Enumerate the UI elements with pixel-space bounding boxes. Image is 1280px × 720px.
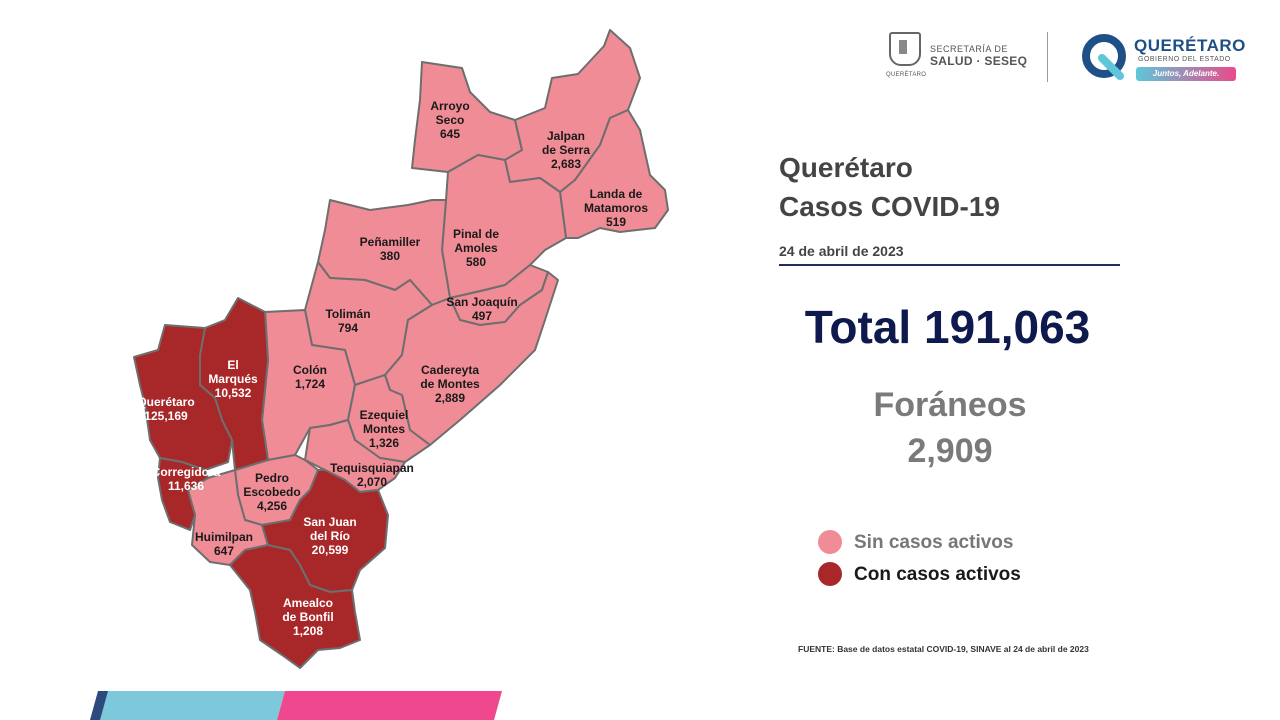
q-logo-icon bbox=[1082, 34, 1126, 80]
municipality-cases: 10,532 bbox=[215, 386, 252, 400]
municipality-label: Tequisquiapan 2,070 bbox=[330, 461, 414, 489]
municipality-label: Colón 1,724 bbox=[293, 363, 327, 391]
secretaria-salud-logo: QUERÉTARO SECRETARÍA DE SALUD · SESEQ bbox=[886, 32, 1038, 84]
legend-label-sin: Sin casos activos bbox=[854, 532, 1014, 553]
secretaria-line2: SALUD · SESEQ bbox=[930, 54, 1028, 68]
municipality-name: El bbox=[227, 358, 238, 372]
municipality-cases: 1,724 bbox=[295, 377, 325, 391]
municipality-landa-de-matamoros[interactable] bbox=[559, 109, 669, 239]
municipality-name: Landa de bbox=[590, 187, 643, 201]
municipality-cases: 2,070 bbox=[357, 475, 387, 489]
municipality-label: Arroyo Seco 645 bbox=[430, 99, 469, 141]
seal-caption: QUERÉTARO bbox=[886, 72, 927, 78]
municipality-name: Querétaro bbox=[137, 395, 194, 409]
state-seal-icon: QUERÉTARO bbox=[886, 32, 926, 78]
municipality-cases: 2,683 bbox=[551, 157, 581, 171]
queretaro-map: Arroyo Seco 645 Jalpan de Serra 2,683 Landa de… bbox=[133, 29, 669, 669]
municipality-label: Querétaro 125,169 bbox=[137, 395, 194, 423]
panel-title-line2: Casos COVID-19 bbox=[779, 191, 1000, 222]
total-cases: Total 191,063 bbox=[804, 301, 1091, 353]
gobierno-slogan: Juntos, Adelante. bbox=[1136, 67, 1236, 81]
municipality-name: Pedro bbox=[255, 471, 289, 485]
municipality-label: Jalpan de Serra 2,683 bbox=[542, 129, 590, 171]
municipality-name: de Bonfil bbox=[282, 610, 333, 624]
municipality-label: Huimilpan 647 bbox=[195, 530, 253, 558]
legend-swatch-con bbox=[818, 562, 842, 586]
municipality-name: de Montes bbox=[420, 377, 480, 391]
municipality-name: San Joaquín bbox=[446, 295, 517, 309]
municipality-name: de Serra bbox=[542, 143, 590, 157]
municipality-name: Seco bbox=[436, 113, 465, 127]
municipality-cases: 4,256 bbox=[257, 499, 287, 513]
municipality-cases: 580 bbox=[466, 255, 486, 269]
municipality-amealco-de-bonfil[interactable] bbox=[229, 544, 361, 669]
municipality-label: Pinal de Amoles 580 bbox=[453, 227, 499, 269]
municipality-label: Peñamiller 380 bbox=[360, 235, 421, 263]
municipality-cases: 2,889 bbox=[435, 391, 465, 405]
municipality-name: Tequisquiapan bbox=[330, 461, 414, 475]
municipality-cases: 125,169 bbox=[144, 409, 188, 423]
municipality-label: El Marqués 10,532 bbox=[208, 358, 258, 400]
date-underline bbox=[779, 264, 1120, 266]
legend-label-con: Con casos activos bbox=[854, 564, 1021, 585]
municipality-name: Huimilpan bbox=[195, 530, 253, 544]
footer-stripes bbox=[90, 691, 502, 720]
municipality-name: Pinal de bbox=[453, 227, 499, 241]
logo-divider bbox=[1047, 32, 1048, 82]
municipality-arroyo-seco[interactable] bbox=[411, 61, 523, 173]
municipality-cases: 519 bbox=[606, 215, 626, 229]
legend-swatch-sin bbox=[818, 530, 842, 554]
foraneos-value: 2,909 bbox=[907, 432, 993, 470]
municipality-cases: 794 bbox=[338, 321, 358, 335]
municipality-name: Cadereyta bbox=[421, 363, 479, 377]
municipality-name: Amealco bbox=[283, 596, 333, 610]
municipality-name: del Río bbox=[310, 529, 350, 543]
municipality-name: Ezequiel bbox=[360, 408, 409, 422]
municipality-cases: 380 bbox=[380, 249, 400, 263]
municipality-cases: 1,326 bbox=[369, 436, 399, 450]
municipality-cases: 497 bbox=[472, 309, 492, 323]
municipality-corregidora[interactable] bbox=[157, 457, 209, 531]
municipality-name: Matamoros bbox=[584, 201, 648, 215]
secretaria-line1: SECRETARÍA DE bbox=[930, 44, 1008, 54]
panel-title-line1: Querétaro bbox=[779, 152, 913, 183]
gobierno-subtitle: GOBIERNO DEL ESTADO bbox=[1138, 56, 1231, 63]
report-date: 24 de abril de 2023 bbox=[779, 243, 904, 259]
municipality-label: San Joaquín 497 bbox=[446, 295, 517, 323]
municipality-cases: 1,208 bbox=[293, 624, 323, 638]
municipality-name: Montes bbox=[363, 422, 405, 436]
municipality-cases: 647 bbox=[214, 544, 234, 558]
gobierno-queretaro-logo: QUERÉTARO GOBIERNO DEL ESTADO Juntos, Ad… bbox=[1078, 30, 1258, 86]
municipality-label: Pedro Escobedo 4,256 bbox=[243, 471, 300, 513]
municipality-cases: 11,636 bbox=[168, 479, 204, 493]
municipality-label: Corregidora 11,636 bbox=[152, 465, 221, 493]
municipality-label: Tolimán 794 bbox=[325, 307, 370, 335]
municipality-cases: 20,599 bbox=[312, 543, 349, 557]
municipality-name: Jalpan bbox=[547, 129, 585, 143]
gobierno-title: QUERÉTARO bbox=[1134, 36, 1246, 55]
municipality-name: Tolimán bbox=[325, 307, 370, 321]
municipality-label: Landa de Matamoros 519 bbox=[584, 187, 648, 229]
municipality-label: San Juan del Río 20,599 bbox=[303, 515, 356, 557]
foraneos-label: Foráneos bbox=[873, 386, 1027, 424]
municipality-label: Amealco de Bonfil 1,208 bbox=[282, 596, 333, 638]
municipality-name: Colón bbox=[293, 363, 327, 377]
municipality-name: Arroyo bbox=[430, 99, 469, 113]
municipality-label: Ezequiel Montes 1,326 bbox=[360, 408, 409, 450]
municipality-name: Escobedo bbox=[243, 485, 300, 499]
municipality-name: Corregidora bbox=[152, 465, 221, 479]
municipality-name: Amoles bbox=[454, 241, 498, 255]
source-note: FUENTE: Base de datos estatal COVID-19, … bbox=[798, 644, 1089, 654]
municipality-label: Cadereyta de Montes 2,889 bbox=[420, 363, 480, 405]
municipality-cases: 645 bbox=[440, 127, 460, 141]
municipality-name: Marqués bbox=[208, 372, 258, 386]
municipality-name: San Juan bbox=[303, 515, 356, 529]
municipality-name: Peñamiller bbox=[360, 235, 421, 249]
